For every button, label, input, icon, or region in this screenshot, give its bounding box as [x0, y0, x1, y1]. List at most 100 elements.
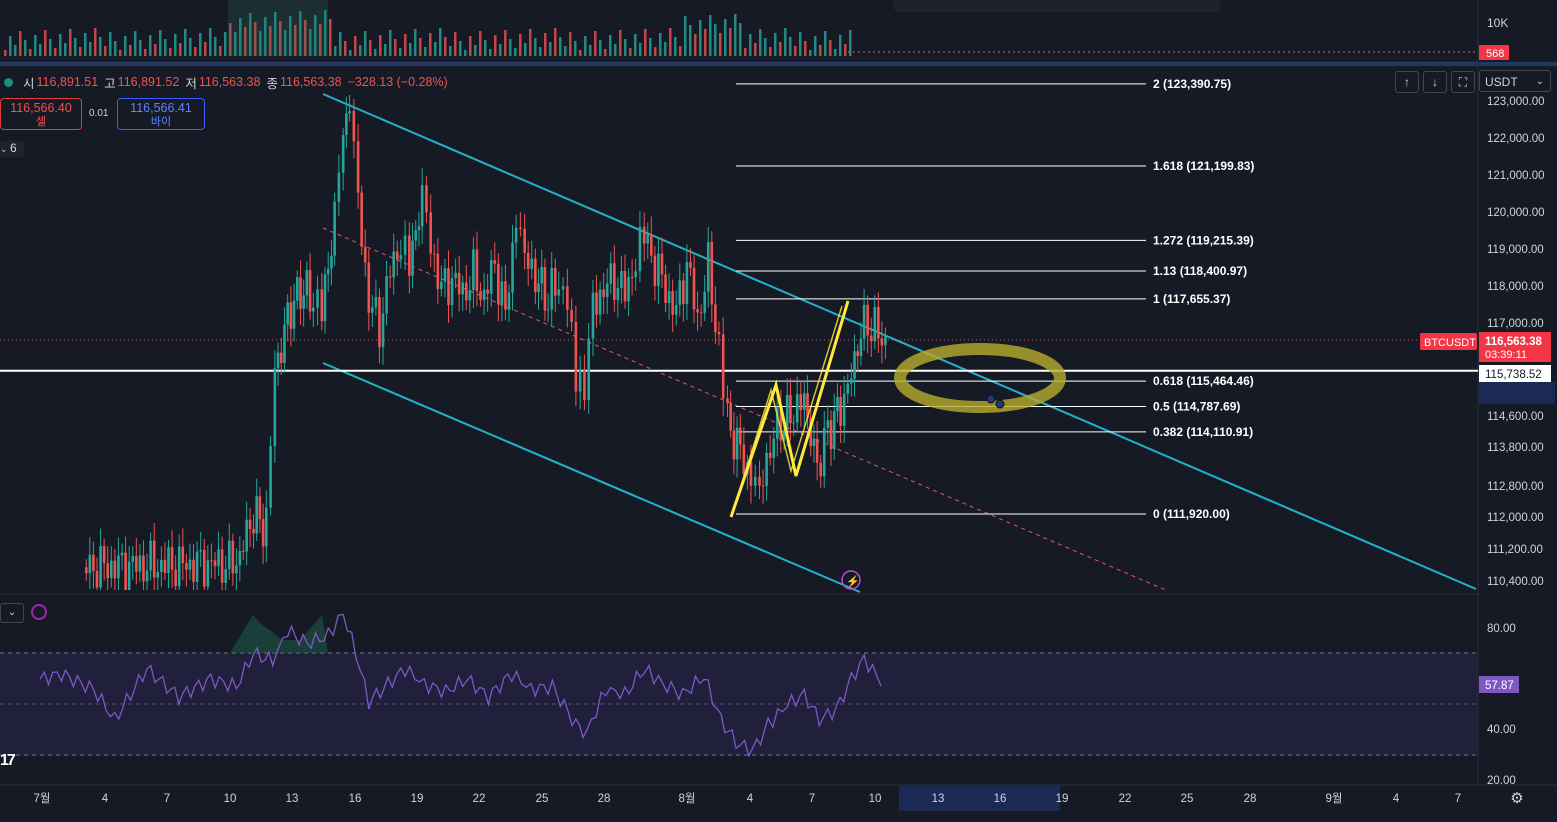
rsi-line[interactable]: [39, 613, 882, 758]
time-axis-label: 22: [473, 793, 486, 805]
candle-body: [546, 309, 550, 311]
volume-bar: [384, 44, 387, 56]
indicators-collapse-button[interactable]: ⌄ 6: [0, 141, 24, 157]
anchor-point[interactable]: [986, 394, 996, 404]
candle-body: [587, 338, 590, 400]
candle-body: [819, 462, 822, 477]
scroll-down-button[interactable]: ↓: [1423, 71, 1447, 93]
volume-bars: [4, 10, 852, 56]
candle-body: [425, 185, 428, 213]
candle-body: [616, 287, 620, 300]
candle-body: [595, 292, 598, 315]
volume-bar: [184, 29, 187, 56]
fullscreen-button[interactable]: ⛶: [1451, 71, 1475, 93]
candle-body: [884, 334, 887, 346]
candle-body: [177, 546, 181, 587]
volume-bar: [29, 49, 32, 56]
candle-body: [526, 252, 530, 269]
volume-bar: [454, 32, 457, 56]
volume-bar: [254, 22, 257, 56]
rsi-axis-label: 20.00: [1487, 775, 1516, 787]
candle-body: [634, 271, 637, 278]
ohlc-change: −328.13 (−0.28%): [347, 75, 448, 89]
highlight-ellipse[interactable]: [894, 343, 1066, 413]
channel-upper-line[interactable]: [322, 93, 1477, 590]
settings-gear-icon[interactable]: ⚙: [1510, 790, 1524, 807]
anchor-point[interactable]: [995, 399, 1005, 409]
candle-body: [241, 550, 245, 552]
chevron-down-icon: ⌄: [7, 607, 17, 618]
candle-body: [859, 338, 863, 357]
candle-body: [245, 519, 248, 552]
zigzag-drawing[interactable]: [729, 300, 850, 518]
ohlc-close-label: 종: [266, 76, 278, 91]
channel-lower-line[interactable]: [322, 362, 861, 593]
volume-bar: [474, 45, 477, 56]
candle-body: [765, 452, 768, 486]
candle-body: [742, 444, 746, 475]
symbol-badge-bg: [1420, 333, 1477, 350]
fibonacci-extension[interactable]: 2 (123,390.75) 1.618 (121,199.83) 1.272 (1…: [736, 77, 1254, 521]
candle-body: [553, 268, 557, 296]
candle-body: [809, 417, 813, 447]
candle-body: [623, 270, 627, 302]
rsi-indicator-icon[interactable]: [31, 604, 47, 620]
event-lightning-glyph: ⚡: [846, 575, 860, 588]
candle-body: [308, 270, 312, 312]
candle-body: [440, 281, 443, 290]
volume-bar: [494, 35, 497, 56]
ohlc-low-label: 저: [185, 76, 197, 91]
fib-label: 1 (117,655.37): [1153, 292, 1230, 306]
volume-bar: [664, 42, 667, 56]
candle-body: [602, 289, 605, 298]
volume-bar: [504, 30, 507, 56]
currency-select[interactable]: USDT ⌄: [1479, 70, 1551, 92]
volume-bar: [4, 50, 7, 56]
candle-body: [149, 540, 152, 571]
volume-bar: [509, 39, 512, 56]
candle-body: [188, 559, 192, 570]
volume-bar: [739, 23, 742, 56]
pane-separator[interactable]: [0, 62, 1557, 66]
volume-bar: [439, 28, 442, 56]
event-lightning-icon[interactable]: [841, 570, 861, 590]
volume-bar: [604, 49, 607, 56]
scroll-up-button[interactable]: ↑: [1395, 71, 1419, 93]
volume-bar: [529, 29, 532, 56]
volume-badge-text: 568: [1486, 48, 1504, 60]
candle-body: [235, 565, 238, 574]
candle-body: [475, 249, 479, 292]
volume-bar: [449, 46, 452, 56]
time-axis-label: 13: [286, 793, 299, 805]
floating-toolbar[interactable]: [893, 0, 1220, 12]
candle-body: [792, 422, 795, 424]
volume-bar: [499, 44, 502, 56]
volume-bar: [849, 30, 852, 56]
candle-body: [224, 569, 227, 583]
candle-body: [605, 283, 609, 298]
candle-body: [578, 369, 582, 392]
candle-body: [432, 253, 436, 255]
volume-bar: [754, 43, 757, 56]
volume-bar: [819, 45, 822, 56]
price-axis-label: 112,000.00: [1487, 512, 1544, 524]
rsi-pane-collapse-button[interactable]: ⌄: [0, 603, 24, 623]
candle-body: [761, 485, 765, 487]
candle-body: [206, 560, 210, 587]
volume-bar: [129, 45, 132, 56]
candle-body: [829, 420, 833, 450]
volume-bar: [784, 28, 787, 56]
indicator-count: 6: [10, 141, 17, 155]
volume-bar: [179, 43, 182, 56]
sell-button[interactable]: 116,566.40 셀: [0, 98, 82, 130]
time-axis-label: 22: [1119, 793, 1132, 805]
candle-body: [706, 242, 710, 292]
chevron-down-icon: ⌄: [0, 144, 11, 154]
volume-bar: [789, 37, 792, 56]
buy-button[interactable]: 116,566.41 바이: [117, 98, 205, 130]
candle-body: [261, 519, 265, 547]
volume-bar: [44, 30, 47, 56]
candle-body: [880, 338, 884, 346]
volume-bar: [69, 29, 72, 56]
